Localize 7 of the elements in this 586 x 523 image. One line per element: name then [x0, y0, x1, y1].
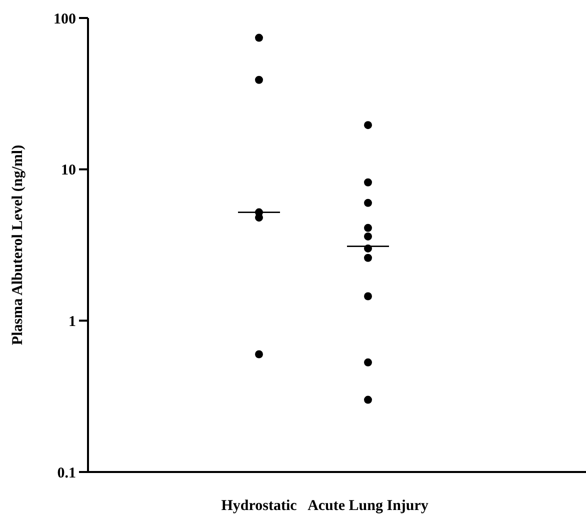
- x-tick-label: Acute Lung Injury: [308, 498, 429, 514]
- x-tick-label: Hydrostatic: [221, 498, 298, 514]
- y-tick-label: 1: [68, 314, 76, 330]
- y-axis-title: Plasma Albuterol Level (ng/ml): [10, 144, 26, 346]
- y-tick-label: 0.1: [57, 465, 76, 482]
- y-tick-label: 10: [61, 162, 76, 179]
- y-tick-label: 100: [54, 11, 76, 28]
